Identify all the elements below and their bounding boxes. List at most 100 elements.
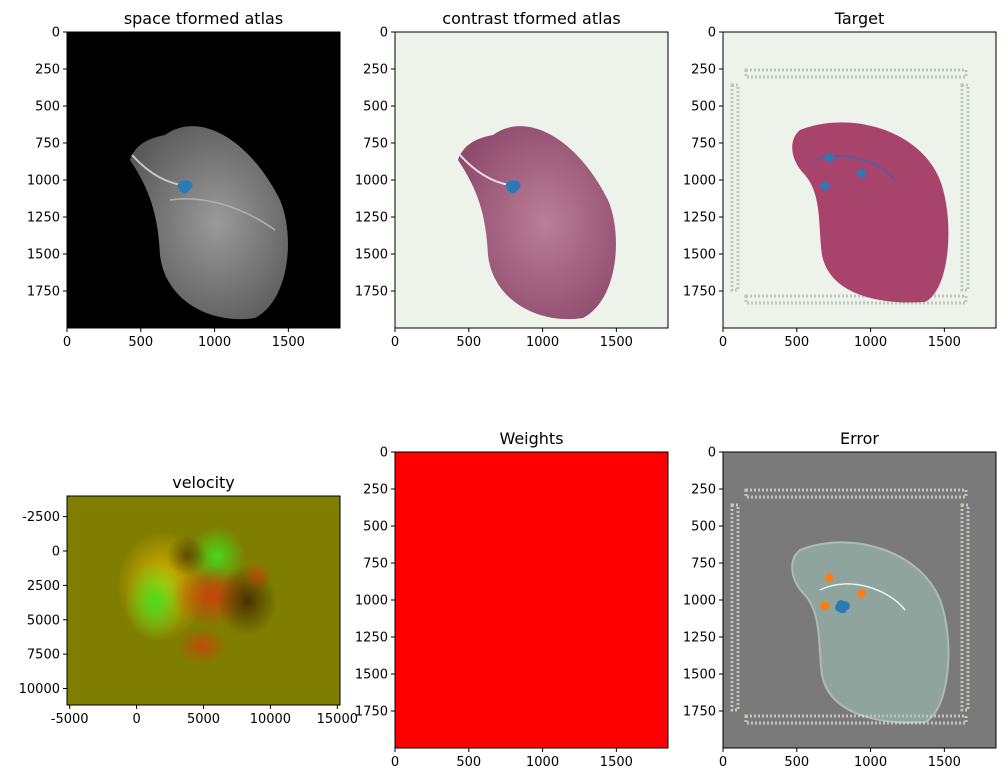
panel-target: Target 0 500 1000 1500 0 250 500 750 1000 1250 15… [683, 9, 997, 350]
landmark-point [824, 153, 834, 163]
panel-error: Error 0 500 1000 1500 0 250 500 750 1000 1250 150… [683, 429, 997, 770]
y-tick-label: 500 [363, 520, 388, 535]
y-tick-label: 1500 [355, 668, 388, 683]
y-tick-label: 1000 [355, 174, 388, 189]
landmark-point [857, 588, 867, 598]
brain-section [458, 126, 616, 320]
x-tick-label: 10000 [250, 712, 291, 727]
x-tick-label: 1000 [526, 755, 559, 770]
y-axis: 0 250 500 750 1000 1250 1500 1750 [355, 26, 395, 300]
y-tick-label: 1500 [683, 668, 716, 683]
y-tick-label: 0 [52, 545, 60, 560]
spot-grid-border [744, 68, 968, 79]
x-tick-label: 500 [784, 755, 809, 770]
velocity-field [67, 496, 340, 705]
x-tick-label: 1000 [854, 335, 887, 350]
x-tick-label: 500 [456, 755, 481, 770]
y-axis: 0 250 500 750 1000 1250 1500 1750 [27, 26, 67, 300]
y-tick-label: 250 [691, 63, 716, 78]
y-tick-label: 0 [708, 446, 716, 461]
y-tick-label: 500 [363, 100, 388, 115]
y-tick-label: 7500 [27, 648, 60, 663]
panel-title: velocity [172, 473, 235, 492]
panel-space-atlas: space tformed atlas 0 500 1000 1500 0 250 500… [27, 9, 341, 350]
y-tick-label: 0 [708, 26, 716, 41]
y-axis: 0 250 500 750 1000 1250 1500 1750 [355, 446, 395, 720]
landmark-point [820, 181, 830, 191]
y-tick-label: 750 [35, 137, 60, 152]
y-tick-label: 250 [691, 483, 716, 498]
y-tick-label: 1250 [355, 211, 388, 226]
panel-title: Error [840, 429, 879, 448]
landmark-point [820, 601, 830, 611]
x-tick-label: 15000 [317, 712, 358, 727]
y-tick-label: 1500 [683, 248, 716, 263]
brain-section [792, 122, 949, 303]
x-tick-label: 1500 [600, 755, 633, 770]
y-tick-label: 1500 [355, 248, 388, 263]
spot-grid-border [960, 83, 970, 292]
landmark-point [824, 573, 834, 583]
y-tick-label: 1000 [683, 594, 716, 609]
hippocampus-outline [814, 155, 896, 181]
x-tick-label: 500 [784, 335, 809, 350]
panel-title: contrast tformed atlas [442, 9, 620, 28]
y-axis: -2500 0 2500 5000 7500 10000 [19, 510, 67, 697]
x-tick-label: 1500 [928, 755, 961, 770]
x-tick-label: 1500 [272, 335, 305, 350]
y-tick-label: 0 [52, 26, 60, 41]
x-axis: 0 500 1000 1500 [391, 328, 633, 350]
y-tick-label: 1750 [683, 285, 716, 300]
y-tick-label: 1750 [27, 285, 60, 300]
x-axis: 0 500 1000 1500 [391, 748, 633, 770]
error-brain-overlay [791, 541, 950, 724]
x-tick-label: 1000 [526, 335, 559, 350]
y-tick-label: 750 [691, 557, 716, 572]
y-tick-label: -2500 [22, 510, 60, 525]
y-tick-label: 1000 [683, 174, 716, 189]
x-tick-label: 500 [128, 335, 153, 350]
y-tick-label: 500 [691, 100, 716, 115]
spot-grid-border [744, 294, 968, 305]
x-tick-label: 1500 [928, 335, 961, 350]
landmark-point [180, 184, 190, 194]
y-tick-label: 1000 [355, 594, 388, 609]
x-tick-label: 1000 [198, 335, 231, 350]
x-tick-label: 1500 [600, 335, 633, 350]
error-fiber-tract [819, 583, 906, 611]
y-tick-label: 250 [363, 483, 388, 498]
y-axis: 0 250 500 750 1000 1250 1500 1750 [683, 446, 723, 720]
spot-grid-border [744, 488, 968, 499]
panel-weights: Weights 0 500 1000 1500 0 250 500 750 1000 1250 1… [355, 429, 669, 770]
spot-grid-border [744, 714, 968, 725]
y-tick-label: 5000 [27, 613, 60, 628]
y-tick-label: 10000 [19, 682, 60, 697]
y-tick-label: 750 [691, 137, 716, 152]
y-tick-label: 1000 [27, 174, 60, 189]
velocity-blob [167, 536, 207, 576]
x-axis: 0 500 1000 1500 [63, 328, 305, 350]
x-tick-label: -5000 [51, 712, 89, 727]
y-axis: 0 250 500 750 1000 1250 1500 1750 [683, 26, 723, 300]
spot-grid-border [960, 503, 970, 712]
velocity-blob [125, 561, 185, 641]
x-tick-label: 0 [63, 335, 71, 350]
point-layer [820, 573, 867, 614]
y-tick-label: 250 [363, 63, 388, 78]
panel-title: Weights [499, 429, 563, 448]
y-tick-label: 1250 [27, 211, 60, 226]
y-tick-label: 0 [380, 26, 388, 41]
x-tick-label: 1000 [854, 755, 887, 770]
velocity-blob [242, 561, 272, 591]
y-tick-label: 2500 [27, 579, 60, 594]
panel-title: Target [834, 9, 885, 28]
x-tick-label: 0 [719, 335, 727, 350]
y-tick-label: 1750 [355, 705, 388, 720]
panel-title: space tformed atlas [124, 9, 283, 28]
x-tick-label: 0 [391, 755, 399, 770]
y-tick-label: 0 [380, 446, 388, 461]
x-tick-label: 5000 [187, 712, 220, 727]
y-tick-label: 250 [35, 63, 60, 78]
y-tick-label: 1500 [27, 248, 60, 263]
